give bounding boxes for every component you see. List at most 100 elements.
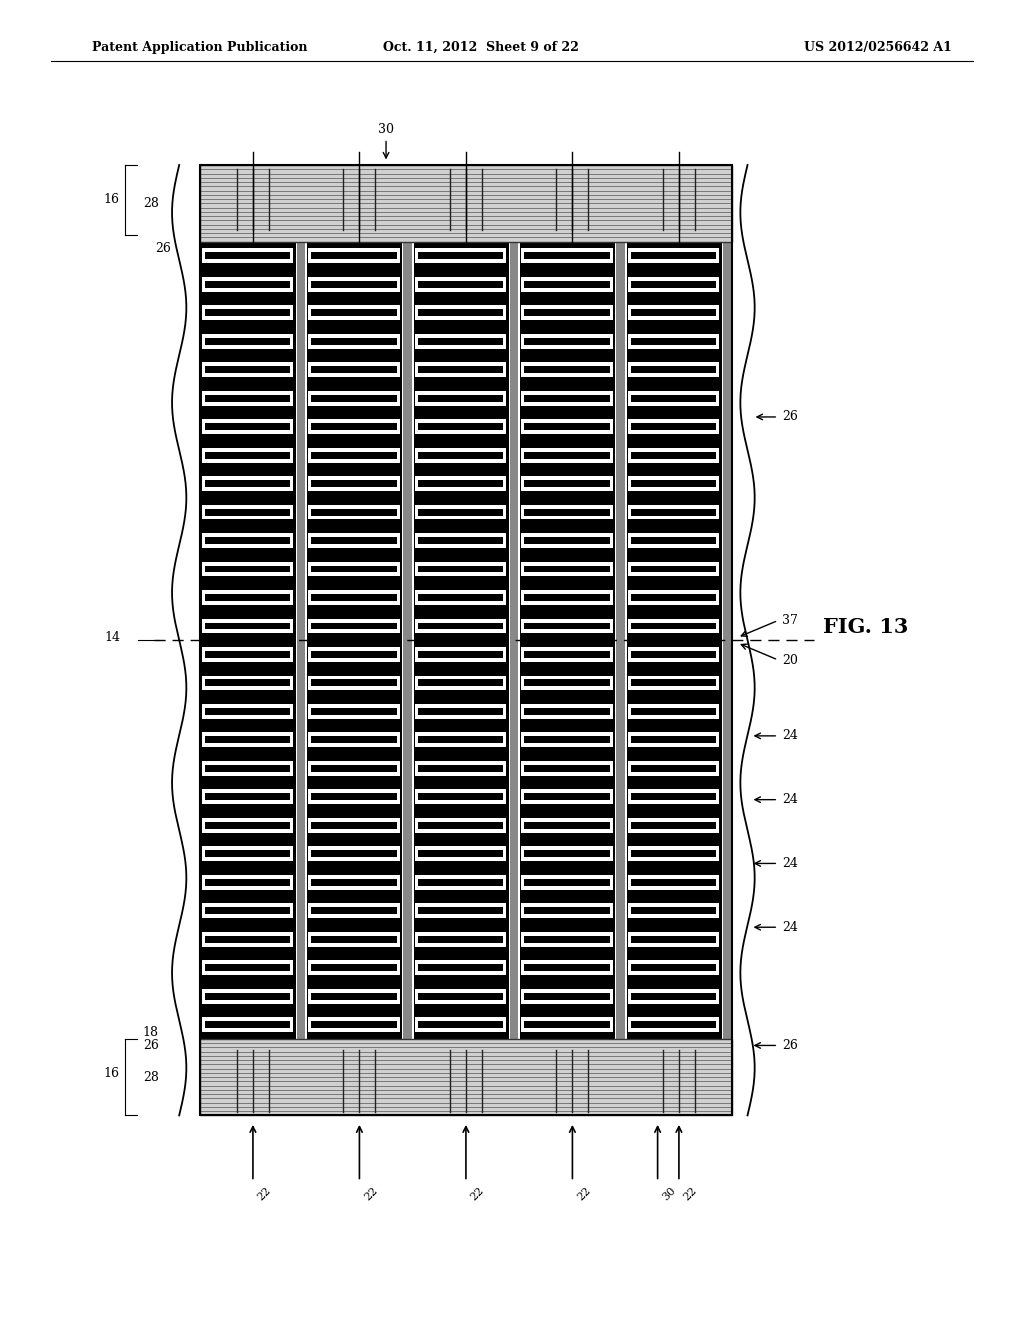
Bar — [202, 932, 294, 946]
Text: Patent Application Publication: Patent Application Publication — [92, 41, 307, 54]
Bar — [202, 248, 294, 263]
Bar — [524, 651, 610, 657]
Bar — [628, 504, 720, 520]
Bar — [731, 242, 732, 1039]
Bar — [202, 362, 294, 378]
Bar — [628, 875, 720, 890]
Bar — [418, 508, 504, 516]
Bar — [524, 964, 610, 972]
Bar — [631, 764, 717, 772]
Bar — [628, 305, 720, 321]
Text: FIG. 13: FIG. 13 — [822, 616, 908, 638]
Bar — [202, 533, 294, 548]
Bar — [202, 733, 294, 747]
Bar — [308, 733, 400, 747]
Bar — [308, 989, 400, 1003]
Bar — [524, 680, 610, 686]
Text: 30: 30 — [378, 123, 394, 136]
Bar — [628, 391, 720, 405]
Bar — [415, 875, 507, 890]
Bar — [296, 242, 297, 1039]
Bar — [415, 1018, 507, 1032]
Bar — [418, 680, 504, 686]
Bar — [524, 764, 610, 772]
Bar — [415, 362, 507, 378]
Bar — [524, 366, 610, 374]
Bar — [418, 395, 504, 401]
Bar — [418, 651, 504, 657]
Bar — [418, 764, 504, 772]
Bar — [628, 989, 720, 1003]
Bar — [418, 737, 504, 743]
Bar — [524, 737, 610, 743]
Bar — [200, 242, 732, 1039]
Bar — [415, 391, 507, 405]
Bar — [722, 242, 732, 1039]
Bar — [418, 793, 504, 800]
Bar — [521, 533, 613, 548]
Bar — [202, 305, 294, 321]
Bar — [205, 1022, 291, 1028]
Bar — [202, 477, 294, 491]
Bar — [631, 708, 717, 715]
Bar — [311, 366, 397, 374]
Bar — [628, 846, 720, 861]
Bar — [524, 594, 610, 601]
Bar — [518, 242, 519, 1039]
Bar — [521, 420, 613, 434]
Bar — [631, 822, 717, 829]
Bar — [415, 960, 507, 975]
Bar — [628, 932, 720, 946]
Text: 22: 22 — [362, 1185, 380, 1203]
Bar — [521, 846, 613, 861]
Bar — [205, 395, 291, 401]
Bar — [308, 504, 400, 520]
Bar — [631, 651, 717, 657]
Bar — [418, 822, 504, 829]
Bar — [418, 338, 504, 345]
Bar — [205, 281, 291, 288]
Bar — [205, 366, 291, 374]
Bar — [205, 594, 291, 601]
Bar — [521, 989, 613, 1003]
Bar — [308, 277, 400, 292]
Bar — [205, 338, 291, 345]
Text: 24: 24 — [782, 730, 799, 742]
Bar — [418, 565, 504, 573]
Bar — [524, 936, 610, 942]
Bar — [311, 281, 397, 288]
Bar — [202, 1018, 294, 1032]
Bar — [628, 447, 720, 462]
Bar — [308, 305, 400, 321]
Bar — [524, 822, 610, 829]
Bar — [311, 964, 397, 972]
Bar — [524, 907, 610, 915]
Bar — [402, 242, 403, 1039]
Bar — [521, 676, 613, 690]
Bar — [202, 676, 294, 690]
Bar — [308, 334, 400, 348]
Bar — [202, 989, 294, 1003]
Bar — [521, 362, 613, 378]
Bar — [311, 424, 397, 430]
Bar — [418, 936, 504, 942]
Bar — [308, 960, 400, 975]
Bar — [415, 420, 507, 434]
Text: 14: 14 — [104, 631, 121, 644]
Bar — [415, 704, 507, 719]
Bar — [625, 242, 627, 1039]
Bar — [308, 619, 400, 634]
Bar — [202, 391, 294, 405]
Bar — [628, 1018, 720, 1032]
Bar — [631, 565, 717, 573]
Bar — [628, 420, 720, 434]
Bar — [521, 1018, 613, 1032]
Bar — [418, 537, 504, 544]
Bar — [418, 964, 504, 972]
Bar — [524, 395, 610, 401]
Bar — [418, 879, 504, 886]
Bar — [415, 619, 507, 634]
Bar — [205, 651, 291, 657]
Bar — [202, 704, 294, 719]
Bar — [296, 242, 306, 1039]
